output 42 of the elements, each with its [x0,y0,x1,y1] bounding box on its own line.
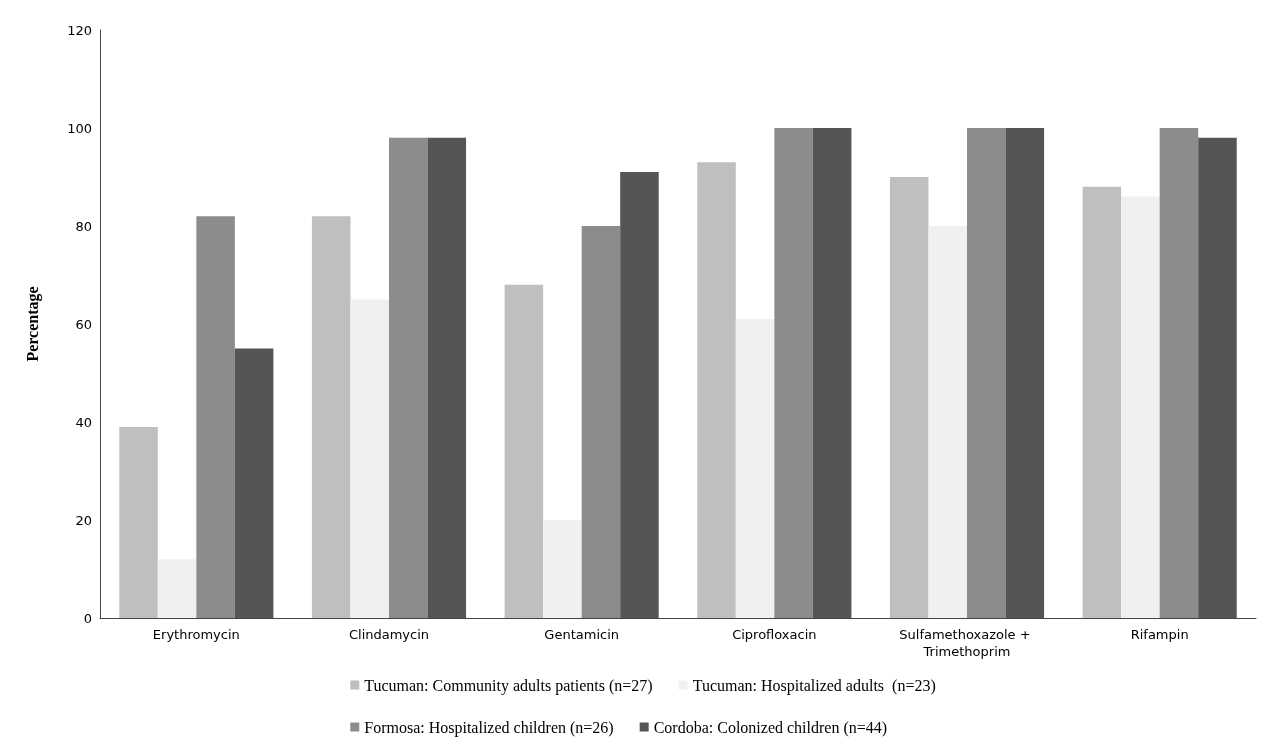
legend-label: Cordoba: Colonized children (n=44) [653,718,888,737]
x-tick-label: Sulfamethoxazole + Trimethoprim [899,627,1035,659]
y-tick-label: 0 [83,610,92,626]
bar [928,226,967,618]
legend-label: Tucuman: Community adults patients (n=27) [364,676,653,695]
bar [350,299,389,618]
bar [620,172,659,618]
bar [157,559,197,618]
bar [504,284,544,618]
bar [774,128,813,618]
bar [1198,137,1237,618]
x-tick-label: Ciprofloxacin [732,627,817,642]
x-tick-label: Erythromycin [152,627,240,642]
bar [1082,186,1122,618]
bar [735,319,775,618]
bar [389,137,428,618]
bar [311,216,351,618]
y-tick-label: 40 [75,414,92,430]
bar [543,520,582,618]
bar [581,226,621,618]
y-tick-label: 80 [75,218,92,234]
bar [234,348,274,618]
bar [697,162,736,618]
bar [889,177,929,618]
bar [812,128,852,618]
bar [119,426,158,618]
x-tick-label: Clindamycin [348,627,430,642]
legend-label: Tucuman: Hospitalized adults (n=23) [692,676,936,695]
x-tick-label: Rifampin [1130,627,1189,642]
bar [1159,128,1199,618]
y-tick-label: 120 [67,22,92,38]
y-tick-label: 20 [75,512,92,528]
bar [967,128,1006,618]
bar [196,216,235,618]
legend-label: Formosa: Hospitalized children (n=26) [364,718,614,737]
bar [427,137,467,618]
y-tick-label: 100 [67,120,92,136]
y-tick-label: 60 [75,316,92,332]
x-tick-label: Gentamicin [544,627,619,642]
bar [1005,128,1045,618]
y-axis-title: Percentage [23,286,42,362]
bar [1121,196,1160,618]
